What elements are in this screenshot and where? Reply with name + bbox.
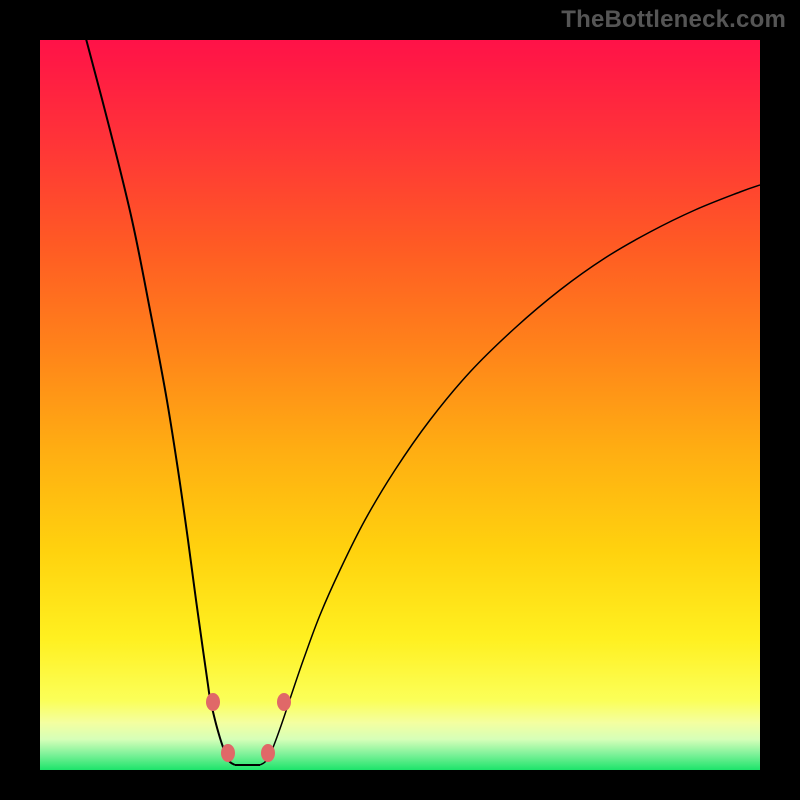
plot-area — [40, 40, 760, 770]
watermark-text: TheBottleneck.com — [561, 6, 786, 34]
curve-markers — [206, 693, 291, 762]
left-curve — [85, 40, 235, 765]
curve-marker — [221, 744, 235, 762]
curve-marker — [277, 693, 291, 711]
curve-marker — [261, 744, 275, 762]
curves-layer — [40, 40, 760, 770]
curve-marker — [206, 693, 220, 711]
chart-stage: TheBottleneck.com — [0, 0, 800, 800]
right-curve — [260, 185, 760, 765]
